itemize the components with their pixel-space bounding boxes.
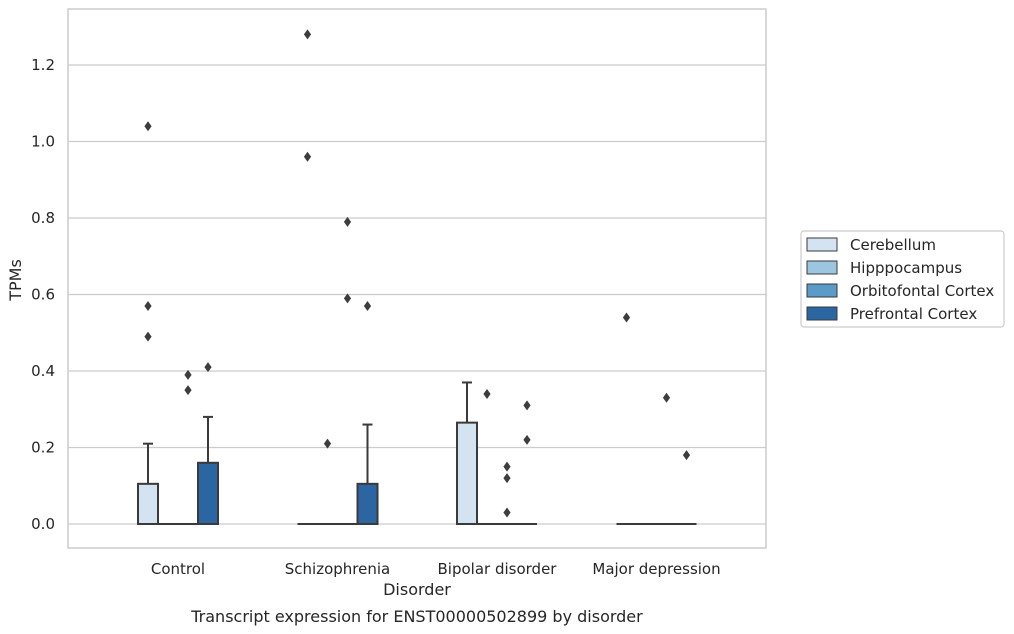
legend-frame	[800, 230, 1005, 328]
box-orbitofontal-cortex	[337, 216, 358, 525]
outlier-point	[184, 369, 192, 380]
legend: Cerebellum Hipppocampus Orbitofontal Corte…	[800, 230, 1005, 328]
legend-label: Orbitofontal Cortex	[850, 282, 994, 300]
box-cerebellum	[456, 381, 478, 526]
outlier-point	[343, 216, 352, 227]
grid-lines	[68, 64, 766, 525]
legend-swatch	[806, 283, 838, 298]
box-body	[456, 421, 478, 526]
legend-swatch	[806, 237, 838, 252]
outlier-point	[523, 434, 531, 445]
x-tick-label: Schizophrenia	[285, 560, 390, 578]
box-prefrontal-cortex	[676, 450, 697, 525]
box-cerebellum	[137, 121, 159, 525]
box-hipppocampus	[477, 388, 497, 525]
y-tick-label: 0.0	[31, 515, 55, 533]
outlier-point	[144, 331, 152, 342]
box-prefrontal-cortex	[517, 400, 537, 525]
chart-caption: Transcript expression for ENST0000050289…	[190, 607, 643, 626]
y-tick-label: 1.2	[31, 56, 55, 74]
outlier-point	[343, 293, 352, 304]
legend-swatch	[806, 306, 838, 321]
box-cerebellum	[616, 312, 637, 525]
box-body	[137, 482, 159, 525]
box-prefrontal-cortex	[197, 362, 219, 525]
box-hipppocampus	[317, 438, 338, 525]
box-body	[197, 461, 219, 525]
y-tick-label: 0.4	[31, 362, 55, 380]
box-orbitofontal-cortex	[178, 369, 198, 525]
box-orbitofontal-cortex	[497, 461, 517, 525]
box-body	[356, 482, 379, 525]
outlier-point	[523, 400, 531, 411]
y-tick-label: 0.6	[31, 286, 55, 304]
outlier-point	[144, 300, 152, 311]
x-tick-label: Control	[151, 560, 205, 578]
outlier-point	[184, 385, 192, 396]
legend-label: Cerebellum	[850, 236, 936, 254]
x-tick-label: Major depression	[592, 560, 720, 578]
box-cerebellum	[297, 29, 318, 525]
outlier-point	[662, 392, 671, 403]
outlier-point	[303, 29, 312, 40]
plot-frame	[67, 8, 767, 549]
y-axis-ticks: 0.0 0.2 0.4 0.6 0.8 1.0 1.2	[31, 56, 55, 533]
outlier-point	[622, 312, 631, 323]
y-axis-label: TPMs	[6, 259, 25, 302]
outlier-point	[204, 362, 212, 373]
outlier-point	[303, 151, 312, 162]
legend-label: Prefrontal Cortex	[850, 305, 977, 323]
outlier-point	[144, 121, 152, 132]
x-tick-label: Bipolar disorder	[438, 560, 558, 578]
outlier-point	[363, 300, 372, 311]
box-prefrontal-cortex	[356, 300, 379, 525]
box-orbitofontal-cortex	[656, 392, 677, 525]
box-plot-series	[137, 29, 697, 526]
outlier-point	[503, 461, 511, 472]
y-tick-label: 0.8	[31, 209, 55, 227]
outlier-point	[682, 450, 691, 461]
y-tick-label: 1.0	[31, 133, 55, 151]
x-axis-label: Disorder	[383, 580, 451, 599]
x-axis-ticks: Control Schizophrenia Bipolar disorder Majo…	[151, 560, 721, 578]
legend-swatch	[806, 260, 838, 275]
y-tick-label: 0.2	[31, 439, 55, 457]
legend-label: Hipppocampus	[850, 259, 962, 277]
outlier-point	[503, 507, 511, 518]
outlier-point	[323, 438, 332, 449]
outlier-point	[503, 473, 511, 484]
outlier-point	[483, 388, 491, 399]
